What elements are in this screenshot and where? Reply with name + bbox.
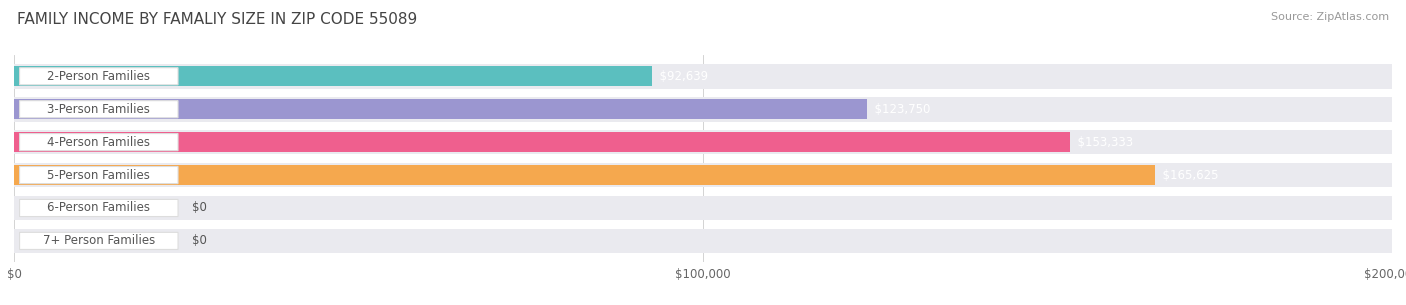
Bar: [14, 99, 866, 119]
Text: $123,750: $123,750: [866, 103, 929, 116]
FancyBboxPatch shape: [20, 199, 179, 217]
FancyBboxPatch shape: [20, 232, 179, 249]
Text: 5-Person Families: 5-Person Families: [48, 169, 150, 181]
FancyBboxPatch shape: [20, 167, 179, 184]
Bar: [14, 130, 1392, 155]
Bar: [14, 165, 1156, 185]
Bar: [14, 132, 1070, 152]
Text: $0: $0: [191, 202, 207, 214]
Text: $165,625: $165,625: [1156, 169, 1219, 181]
Text: $153,333: $153,333: [1070, 136, 1133, 149]
Text: FAMILY INCOME BY FAMALIY SIZE IN ZIP CODE 55089: FAMILY INCOME BY FAMALIY SIZE IN ZIP COD…: [17, 12, 418, 27]
Bar: [14, 196, 1392, 220]
Text: 6-Person Families: 6-Person Families: [48, 202, 150, 214]
Bar: [14, 163, 1392, 187]
FancyBboxPatch shape: [20, 134, 179, 151]
Text: 3-Person Families: 3-Person Families: [48, 103, 150, 116]
Text: Source: ZipAtlas.com: Source: ZipAtlas.com: [1271, 12, 1389, 22]
FancyBboxPatch shape: [20, 68, 179, 85]
Bar: [14, 66, 652, 86]
Bar: [14, 97, 1392, 122]
Bar: [14, 228, 1392, 253]
Text: $92,639: $92,639: [652, 70, 709, 83]
Bar: [14, 64, 1392, 89]
Text: 7+ Person Families: 7+ Person Families: [42, 235, 155, 247]
Text: 4-Person Families: 4-Person Families: [48, 136, 150, 149]
FancyBboxPatch shape: [20, 101, 179, 118]
Text: 2-Person Families: 2-Person Families: [48, 70, 150, 83]
Text: $0: $0: [191, 235, 207, 247]
